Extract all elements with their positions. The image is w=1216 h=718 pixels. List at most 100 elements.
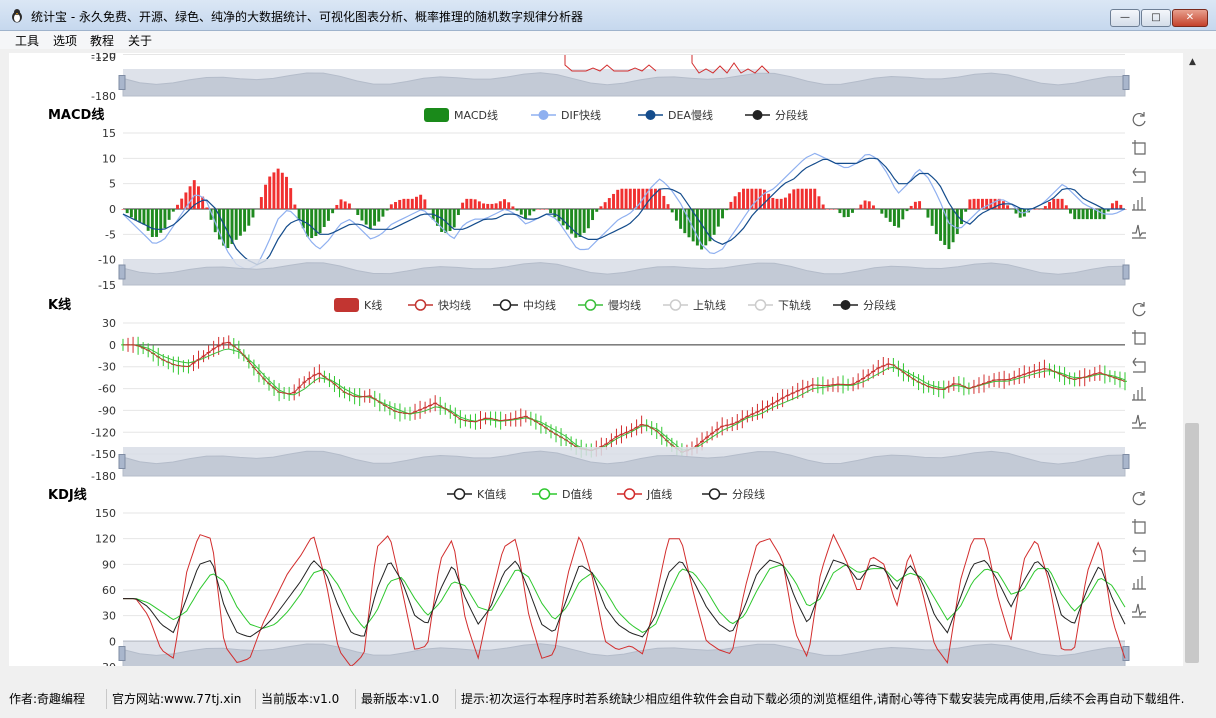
macd-bar <box>892 209 896 227</box>
macd-bar <box>947 209 951 250</box>
macd-bar <box>427 209 431 210</box>
menu-item-tools[interactable]: 工具 <box>15 34 40 48</box>
kdj-tick-label: 30 <box>102 610 116 623</box>
restore-icon[interactable] <box>1132 112 1146 127</box>
macd-bar <box>1069 209 1072 214</box>
scroll-up-arrow-icon[interactable]: ▲ <box>1189 57 1196 67</box>
macd-bar <box>1060 198 1064 209</box>
zoom-back-icon[interactable] <box>1132 167 1146 183</box>
kline-legend-2-label: 中均线 <box>523 298 556 312</box>
macd-bar <box>976 198 980 209</box>
macd-bar <box>503 199 506 209</box>
macd-bar <box>1014 209 1018 214</box>
macd-bar <box>670 209 674 213</box>
macd-bar <box>293 204 297 209</box>
macd-bar <box>406 198 410 209</box>
maximize-button[interactable]: □ <box>1141 9 1171 27</box>
top-panel-tick-label: -150 <box>91 53 116 62</box>
macd-bar <box>913 201 917 209</box>
restore-icon[interactable] <box>1132 491 1146 506</box>
vertical-scrollbar[interactable]: ▲ <box>1183 53 1202 666</box>
macd-bar <box>1098 209 1102 220</box>
macd-bar <box>960 209 963 225</box>
macd-bar <box>708 209 712 242</box>
zoom-select-icon[interactable] <box>1132 140 1146 155</box>
macd-bar <box>360 209 364 221</box>
line-chart-icon[interactable] <box>1132 224 1146 239</box>
macd-bar <box>595 209 599 212</box>
kline-legend-4-swatch <box>669 299 682 311</box>
macd-bar <box>456 209 460 216</box>
bar-chart-icon[interactable] <box>1132 197 1146 211</box>
macd-bar <box>637 188 641 209</box>
macd-bar <box>364 209 368 225</box>
macd-bar <box>825 209 829 210</box>
macd-bar <box>389 204 393 209</box>
macd-bar <box>356 209 360 215</box>
status-bar: 作者:奇趣编程 官方网站:www.77tj.xin 当前版本:v1.0 最新版本… <box>0 687 1216 718</box>
restore-icon[interactable] <box>1132 302 1146 317</box>
zoom-select-icon[interactable] <box>1132 330 1146 345</box>
bar-chart-icon[interactable] <box>1132 576 1146 590</box>
menu-item-tutorial[interactable]: 教程 <box>90 34 115 48</box>
scroll-thumb[interactable] <box>1185 423 1199 663</box>
macd-bar <box>335 204 339 209</box>
macd-bar <box>553 209 557 218</box>
zoom-back-icon[interactable] <box>1132 357 1146 373</box>
macd-bar <box>192 180 196 209</box>
kline-fast-ma-line <box>123 341 1126 453</box>
macd-bar <box>326 209 330 221</box>
macd-bar <box>662 195 666 209</box>
top-panel-tick-label: -180 <box>91 90 116 103</box>
macd-bar <box>591 209 595 221</box>
close-button[interactable]: ✕ <box>1172 9 1208 27</box>
macd-tick-label: 0 <box>109 203 116 216</box>
macd-bar <box>674 209 678 221</box>
macd-bar <box>385 209 389 211</box>
macd-bar <box>259 197 263 209</box>
macd-bar <box>234 209 238 240</box>
bar-chart-icon[interactable] <box>1132 387 1146 401</box>
zoom-select-icon[interactable] <box>1132 519 1146 534</box>
macd-bar <box>331 209 335 214</box>
kline-legend-6-label: 分段线 <box>863 298 896 312</box>
macd-bar <box>985 198 989 209</box>
macd-bar <box>746 188 750 209</box>
macd-bar <box>926 209 930 218</box>
kdj-legend-0-label: K值线 <box>477 487 506 501</box>
line-chart-icon[interactable] <box>1132 603 1146 618</box>
macd-bar <box>1106 209 1110 212</box>
line-chart-icon[interactable] <box>1132 414 1146 429</box>
zoom-back-icon[interactable] <box>1132 546 1146 562</box>
macd-bar <box>524 209 527 219</box>
macd-bar <box>737 192 741 209</box>
macd-bar <box>972 198 976 209</box>
status-website: 官方网站:www.77tj.xin <box>109 689 256 709</box>
macd-bar <box>129 209 133 218</box>
macd-bar <box>574 209 578 238</box>
macd-legend-3-label: 分段线 <box>775 108 808 122</box>
kdj-legend-0-swatch <box>453 488 466 500</box>
macd-tick-label: 5 <box>109 178 116 191</box>
macd-bar <box>490 203 494 209</box>
macd-bar <box>1085 209 1089 220</box>
macd-tick-label: -15 <box>98 279 116 292</box>
macd-bar <box>704 209 708 246</box>
macd-bar <box>729 201 733 209</box>
kline-legend-5-label: 下轨线 <box>778 298 811 312</box>
macd-bar <box>901 209 905 220</box>
kline-legend-2-swatch <box>499 299 512 311</box>
macd-bar <box>146 209 150 231</box>
macd-bar <box>1089 209 1093 220</box>
kline-legend-6-swatch <box>840 300 851 310</box>
macd-bar <box>1035 209 1039 210</box>
minimize-button[interactable]: — <box>1110 9 1140 27</box>
macd-bar <box>301 209 305 229</box>
macd-bar <box>762 189 766 209</box>
kline-legend-3-label: 慢均线 <box>608 298 641 312</box>
app-icon <box>12 9 22 23</box>
menu-item-about[interactable]: 关于 <box>128 34 153 48</box>
kdj-tick-label: 0 <box>109 635 116 648</box>
chart-view[interactable]: -150 -180 -120 MACD线 MACD线 DIF快线 DEA慢线 分段线 15 10 5… <box>9 53 1183 666</box>
menu-item-options[interactable]: 选项 <box>53 34 78 48</box>
